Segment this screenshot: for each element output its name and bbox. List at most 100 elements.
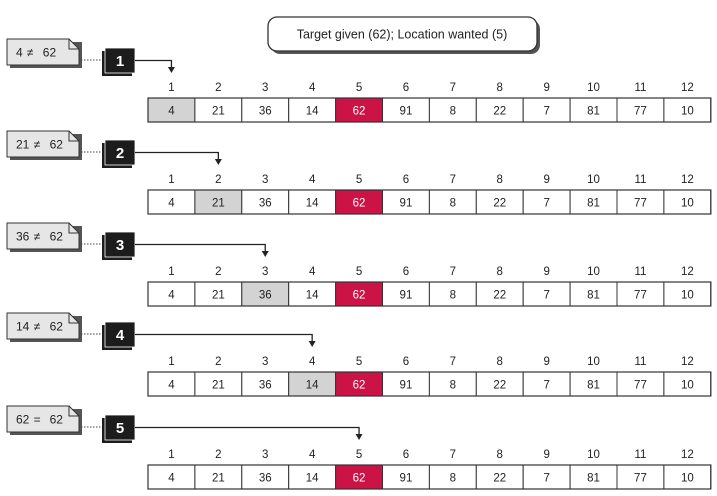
index-label: 5 bbox=[356, 449, 362, 461]
pointer-arrow bbox=[135, 59, 175, 73]
index-label: 11 bbox=[634, 266, 646, 278]
array-row: 4 21 36 14 62 91 8 22 7 81 77 10 bbox=[147, 281, 712, 307]
array-cell-value: 8 bbox=[450, 380, 456, 392]
array-cell-value: 62 bbox=[353, 198, 366, 210]
index-label: 7 bbox=[450, 449, 456, 461]
array-cell-value: 22 bbox=[493, 380, 506, 392]
array-cell bbox=[522, 281, 571, 307]
step-number-box: 5 bbox=[102, 414, 136, 443]
array-cell-value: 62 bbox=[353, 106, 366, 118]
index-label: 8 bbox=[497, 356, 503, 368]
array-cell-value: 7 bbox=[543, 198, 549, 210]
array-cell-value: 10 bbox=[681, 198, 694, 210]
array-outline bbox=[147, 189, 712, 215]
index-label: 12 bbox=[681, 449, 694, 461]
comparison-note: 62 = 62 bbox=[6, 405, 82, 435]
array-cell-value: 36 bbox=[259, 198, 272, 210]
array-cell-value: 22 bbox=[493, 198, 506, 210]
array-cell-value: 62 bbox=[353, 290, 366, 302]
array-cell-value: 14 bbox=[306, 198, 319, 210]
comparison-operator: ≠ bbox=[34, 138, 41, 152]
index-label: 12 bbox=[681, 356, 694, 368]
index-label: 1 bbox=[168, 266, 174, 278]
index-label: 4 bbox=[309, 82, 316, 94]
index-label: 4 bbox=[309, 266, 316, 278]
comparison-left-value: 21 bbox=[16, 138, 30, 152]
array-outline bbox=[147, 371, 712, 397]
array-cell-value: 7 bbox=[543, 473, 549, 485]
array-cell-value: 8 bbox=[450, 473, 456, 485]
array-cell-value: 4 bbox=[168, 198, 175, 210]
index-label: 6 bbox=[403, 356, 409, 368]
array-cell bbox=[569, 371, 618, 397]
index-label: 3 bbox=[262, 266, 268, 278]
comparison-right-value: 62 bbox=[50, 138, 64, 152]
array-cell-value: 10 bbox=[681, 290, 694, 302]
comparison-left-value: 4 bbox=[16, 46, 23, 60]
pointer-arrow bbox=[135, 426, 363, 440]
comparison-left-value: 36 bbox=[16, 230, 30, 244]
index-label: 1 bbox=[168, 449, 174, 461]
index-label: 10 bbox=[587, 356, 600, 368]
index-label: 9 bbox=[543, 82, 549, 94]
index-label: 4 bbox=[309, 449, 316, 461]
array-cell-value: 81 bbox=[587, 198, 600, 210]
index-label: 3 bbox=[262, 174, 268, 186]
step-number-box: 2 bbox=[102, 139, 136, 168]
array-row: 4 21 36 14 62 91 8 22 7 81 77 10 bbox=[147, 97, 712, 123]
array-cell-value: 81 bbox=[587, 106, 600, 118]
index-label: 2 bbox=[215, 174, 221, 186]
comparison-note: 14 ≠ 62 bbox=[6, 312, 82, 342]
array-cell bbox=[569, 464, 618, 490]
step-number-box: 4 bbox=[102, 321, 136, 350]
array-cell-value: 77 bbox=[634, 198, 647, 210]
array-cell bbox=[475, 97, 524, 123]
array-cell-value: 7 bbox=[543, 290, 549, 302]
array-cell bbox=[475, 464, 524, 490]
index-row: 1 2 3 4 5 6 7 8 9 10 11 12 bbox=[168, 449, 694, 461]
index-row: 1 2 3 4 5 6 7 8 9 10 11 12 bbox=[168, 356, 694, 368]
comparison-right-value: 62 bbox=[43, 46, 57, 60]
array-cell-value: 4 bbox=[168, 290, 175, 302]
step-number: 3 bbox=[116, 237, 124, 254]
array-cell-value: 62 bbox=[353, 380, 366, 392]
array-cell bbox=[194, 189, 243, 215]
array-cell-value: 7 bbox=[543, 380, 549, 392]
array-outline bbox=[147, 281, 712, 307]
array-row: 4 21 36 14 62 91 8 22 7 81 77 10 bbox=[147, 189, 712, 215]
comparison-left-value: 62 bbox=[16, 413, 30, 427]
index-label: 4 bbox=[309, 174, 316, 186]
array-cell-value: 14 bbox=[306, 106, 319, 118]
index-row: 1 2 3 4 5 6 7 8 9 10 11 12 bbox=[168, 266, 694, 278]
comparison-right-value: 62 bbox=[50, 230, 64, 244]
comparison-right-value: 62 bbox=[50, 413, 64, 427]
comparison-operator: ≠ bbox=[34, 320, 41, 334]
array-outline bbox=[147, 97, 712, 123]
array-cell-value: 36 bbox=[259, 473, 272, 485]
array-cell-value: 21 bbox=[212, 290, 225, 302]
step-number-box: 1 bbox=[102, 47, 136, 76]
array-cell bbox=[288, 189, 337, 215]
index-label: 10 bbox=[587, 449, 600, 461]
index-label: 9 bbox=[543, 266, 549, 278]
array-cell-value: 36 bbox=[259, 106, 272, 118]
index-label: 12 bbox=[681, 266, 694, 278]
index-label: 8 bbox=[497, 266, 503, 278]
index-label: 9 bbox=[543, 449, 549, 461]
index-label: 2 bbox=[215, 356, 221, 368]
array-cell-value: 8 bbox=[450, 106, 456, 118]
index-label: 8 bbox=[497, 82, 503, 94]
index-label: 6 bbox=[403, 82, 409, 94]
index-label: 3 bbox=[262, 82, 268, 94]
array-cell-value: 8 bbox=[450, 290, 456, 302]
array-cell-value: 10 bbox=[681, 106, 694, 118]
comparison-note: 21 ≠ 62 bbox=[6, 130, 82, 160]
index-label: 5 bbox=[356, 82, 362, 94]
index-label: 8 bbox=[497, 174, 503, 186]
array-cell-value: 14 bbox=[306, 473, 319, 485]
array-cell bbox=[616, 371, 665, 397]
array-cell-value: 10 bbox=[681, 380, 694, 392]
